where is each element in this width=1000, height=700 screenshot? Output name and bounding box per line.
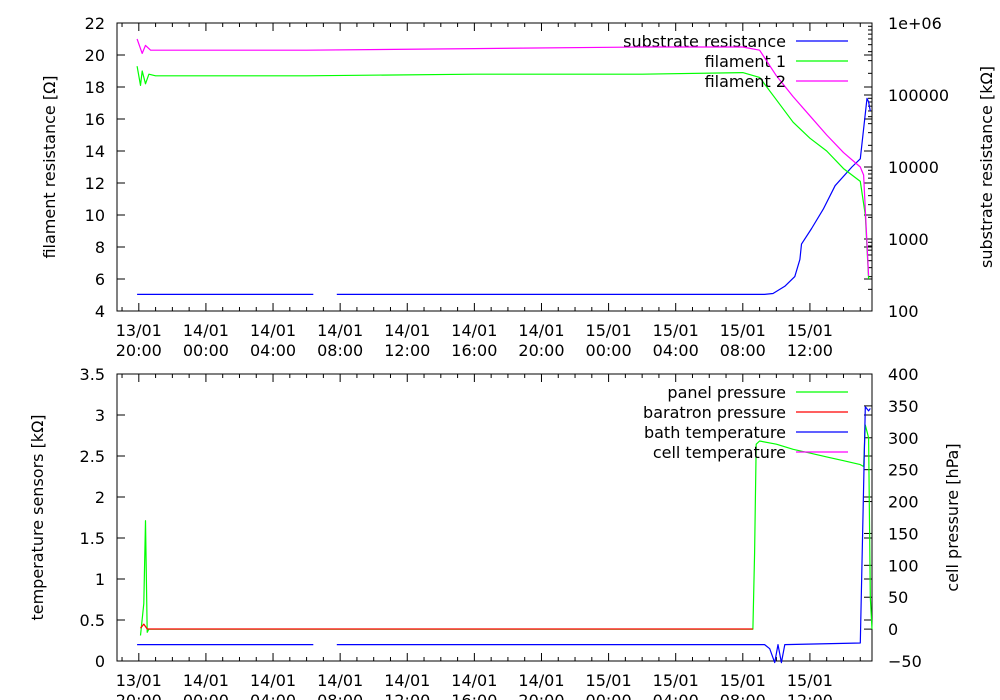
- top-x-tick-time: 20:00: [116, 341, 162, 360]
- bottom-x-tick-time: 12:00: [787, 691, 833, 700]
- bottom-x-tick-time: 20:00: [116, 691, 162, 700]
- top-x-tick-time: 08:00: [317, 341, 363, 360]
- bottom-y2-tick-label: 350: [888, 397, 919, 416]
- bottom-x-tick-date: 14/01: [384, 671, 430, 690]
- bottom-y2-tick-label: 50: [888, 588, 908, 607]
- top-legend-label: substrate resistance: [623, 32, 786, 51]
- top-y-tick-label: 18: [85, 78, 105, 97]
- bottom-x-tick-date: 13/01: [116, 671, 162, 690]
- bottom-x-tick-time: 04:00: [653, 691, 699, 700]
- top-x-tick-date: 14/01: [250, 321, 296, 340]
- top-y-tick-label: 6: [95, 270, 105, 289]
- top-x-tick-date: 15/01: [586, 321, 632, 340]
- top-x-tick-date: 14/01: [384, 321, 430, 340]
- top-y2-tick-label: 1e+06: [888, 14, 942, 33]
- top-x-tick-time: 20:00: [518, 341, 564, 360]
- bottom-y2-tick-label: 300: [888, 429, 919, 448]
- bottom-x-tick-date: 15/01: [586, 671, 632, 690]
- bottom-x-tick-date: 14/01: [451, 671, 497, 690]
- bottom-x-tick-date: 14/01: [183, 671, 229, 690]
- bottom-y2-tick-label: 100: [888, 556, 919, 575]
- top-y2-tick-label: 10000: [888, 158, 939, 177]
- top-y-tick-label: 20: [85, 46, 105, 65]
- top-x-tick-date: 14/01: [183, 321, 229, 340]
- top-y-tick-label: 12: [85, 174, 105, 193]
- bottom-x-tick-time: 00:00: [183, 691, 229, 700]
- bottom-series-baratron-pressure: [140, 623, 753, 630]
- top-x-tick-time: 12:00: [384, 341, 430, 360]
- bottom-x-tick-time: 12:00: [384, 691, 430, 700]
- top-y-tick-label: 10: [85, 206, 105, 225]
- bottom-x-tick-date: 14/01: [518, 671, 564, 690]
- top-y-tick-label: 16: [85, 110, 105, 129]
- top-y2-axis-title: substrate resistance [kΩ]: [977, 66, 996, 268]
- bottom-x-tick-date: 15/01: [787, 671, 833, 690]
- top-x-tick-date: 15/01: [720, 321, 766, 340]
- bottom-y2-axis-title: cell pressure [hPa]: [943, 443, 962, 591]
- top-x-tick-time: 08:00: [720, 341, 766, 360]
- bottom-x-tick-time: 08:00: [720, 691, 766, 700]
- bottom-y2-tick-label: 250: [888, 461, 919, 480]
- top-x-tick-time: 04:00: [250, 341, 296, 360]
- bottom-y2-tick-label: 150: [888, 524, 919, 543]
- bottom-x-tick-date: 14/01: [250, 671, 296, 690]
- top-x-tick-time: 00:00: [183, 341, 229, 360]
- bottom-plot-frame: [116, 373, 873, 662]
- bottom-y-tick-label: 2.5: [80, 447, 105, 466]
- bottom-y2-tick-label: 0: [888, 620, 898, 639]
- bottom-y2-tick-label: −50: [888, 652, 922, 671]
- top-x-tick-date: 15/01: [787, 321, 833, 340]
- top-y-tick-label: 8: [95, 238, 105, 257]
- bottom-y-tick-label: 3: [95, 406, 105, 425]
- top-y-axis-title: filament resistance [Ω]: [40, 75, 59, 258]
- bottom-legend-label: cell temperature: [653, 443, 786, 462]
- bottom-series-bath-temperature: [137, 406, 871, 664]
- top-y2-tick-label: 100: [888, 302, 919, 321]
- top-legend-label: filament 2: [705, 72, 786, 91]
- bottom-legend-label: baratron pressure: [643, 403, 786, 422]
- bottom-x-tick-time: 16:00: [451, 691, 497, 700]
- bottom-y2-tick-label: 400: [888, 365, 919, 384]
- top-legend-label: filament 1: [705, 52, 786, 71]
- top-x-tick-date: 14/01: [518, 321, 564, 340]
- bottom-y-tick-label: 2: [95, 488, 105, 507]
- bottom-y-axis-title: temperature sensors [kΩ]: [28, 414, 47, 620]
- top-y2-tick-label: 100000: [888, 86, 949, 105]
- bottom-x-tick-time: 04:00: [250, 691, 296, 700]
- bottom-y2-tick-label: 200: [888, 493, 919, 512]
- top-x-tick-date: 15/01: [653, 321, 699, 340]
- bottom-y-tick-label: 1.5: [80, 529, 105, 548]
- bottom-x-tick-date: 15/01: [720, 671, 766, 690]
- bottom-y-tick-label: 3.5: [80, 365, 105, 384]
- bottom-y-tick-label: 0: [95, 652, 105, 671]
- bottom-x-tick-time: 20:00: [518, 691, 564, 700]
- top-x-tick-time: 04:00: [653, 341, 699, 360]
- top-series-substrate-resistance: [137, 97, 871, 295]
- bottom-legend-label: panel pressure: [667, 383, 786, 402]
- top-y-tick-label: 22: [85, 14, 105, 33]
- bottom-x-tick-time: 08:00: [317, 691, 363, 700]
- top-y-tick-label: 4: [95, 302, 105, 321]
- top-x-tick-date: 13/01: [116, 321, 162, 340]
- top-x-tick-time: 00:00: [586, 341, 632, 360]
- bottom-y-tick-label: 0.5: [80, 611, 105, 630]
- top-series-filament-1: [136, 66, 870, 280]
- top-series-filament-2: [136, 38, 870, 276]
- top-x-tick-date: 14/01: [451, 321, 497, 340]
- bottom-y-tick-label: 1: [95, 570, 105, 589]
- bottom-legend-label: bath temperature: [644, 423, 786, 442]
- top-y-tick-label: 14: [85, 142, 105, 161]
- bottom-x-tick-date: 14/01: [317, 671, 363, 690]
- top-x-tick-time: 16:00: [451, 341, 497, 360]
- bottom-x-tick-date: 15/01: [653, 671, 699, 690]
- top-x-tick-time: 12:00: [787, 341, 833, 360]
- bottom-x-tick-time: 00:00: [586, 691, 632, 700]
- top-x-tick-date: 14/01: [317, 321, 363, 340]
- top-y2-tick-label: 1000: [888, 230, 929, 249]
